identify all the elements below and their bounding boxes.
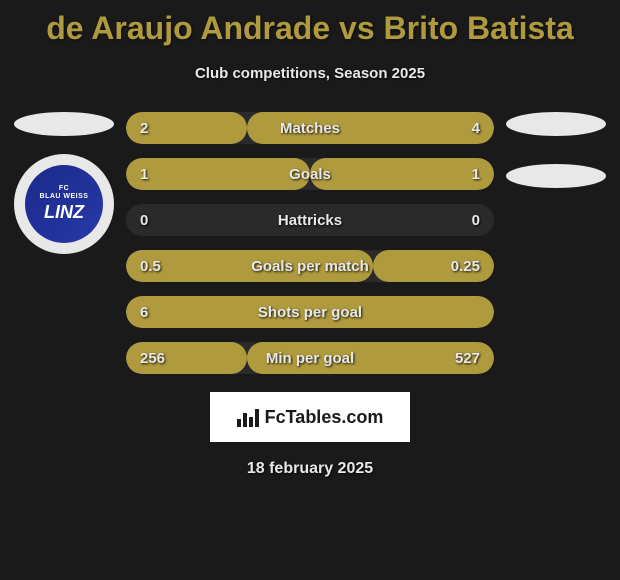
bar-value-right: 1 xyxy=(472,166,480,183)
comparison-title: de Araujo Andrade vs Brito Batista xyxy=(0,0,620,47)
bar-value-right: 0.25 xyxy=(451,258,480,275)
right-player-col xyxy=(500,112,612,188)
bar-fill-right xyxy=(310,158,494,190)
bar-label: Min per goal xyxy=(266,350,354,367)
fctables-logo-box: FcTables.com xyxy=(210,392,410,442)
fctables-text: FcTables.com xyxy=(265,407,384,428)
bar-label: Hattricks xyxy=(278,212,342,229)
bar-value-left: 6 xyxy=(140,304,148,321)
right-player-ellipse-top xyxy=(506,112,606,136)
left-club-badge: FC BLAU WEISS LINZ xyxy=(14,154,114,254)
left-player-col: FC BLAU WEISS LINZ xyxy=(8,112,120,254)
left-player-ellipse xyxy=(14,112,114,136)
bar-label: Shots per goal xyxy=(258,304,362,321)
stat-bar: 2 Matches 4 xyxy=(126,112,494,144)
bar-value-right: 527 xyxy=(455,350,480,367)
bar-value-left: 2 xyxy=(140,120,148,137)
club-badge-inner: FC BLAU WEISS LINZ xyxy=(25,165,103,243)
comparison-subtitle: Club competitions, Season 2025 xyxy=(0,65,620,82)
bar-value-left: 256 xyxy=(140,350,165,367)
badge-text-fc: FC xyxy=(59,185,69,193)
stat-bar: 1 Goals 1 xyxy=(126,158,494,190)
stat-bar: 0.5 Goals per match 0.25 xyxy=(126,250,494,282)
stat-bar: 256 Min per goal 527 xyxy=(126,342,494,374)
bar-label: Goals xyxy=(289,166,331,183)
bar-fill-left xyxy=(126,158,310,190)
bar-value-left: 0.5 xyxy=(140,258,161,275)
bar-value-right: 4 xyxy=(472,120,480,137)
stats-bars: 2 Matches 4 1 Goals 1 0 Hattricks 0 0.5 Goals per … xyxy=(120,112,500,374)
bar-value-right: 0 xyxy=(472,212,480,229)
right-player-ellipse-bottom xyxy=(506,164,606,188)
date-text: 18 february 2025 xyxy=(247,460,373,478)
badge-text-main: LINZ xyxy=(44,203,84,223)
bar-value-left: 0 xyxy=(140,212,148,229)
stat-bar: 0 Hattricks 0 xyxy=(126,204,494,236)
bar-label: Goals per match xyxy=(251,258,369,275)
stat-bar: 6 Shots per goal xyxy=(126,296,494,328)
bar-value-left: 1 xyxy=(140,166,148,183)
comparison-content: FC BLAU WEISS LINZ 2 Matches 4 1 Goals 1 0 Hatt… xyxy=(0,112,620,374)
badge-text-mid: BLAU WEISS xyxy=(40,193,89,201)
bar-label: Matches xyxy=(280,120,340,137)
footer: FcTables.com 18 february 2025 xyxy=(0,392,620,478)
fctables-icon xyxy=(237,407,259,427)
